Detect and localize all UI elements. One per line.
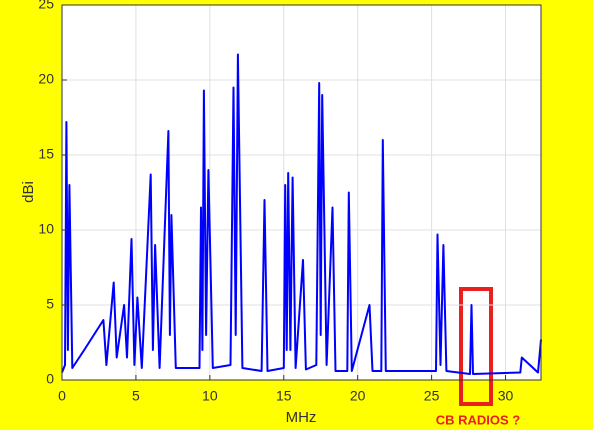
axis-frame [61,4,542,381]
y-tick-label: 0 [46,371,54,387]
y-axis-label: dBi [20,181,37,203]
highlight-box [459,287,493,406]
x-tick-label: 30 [498,388,514,404]
x-tick-label: 10 [202,388,218,404]
x-tick-label: 20 [350,388,366,404]
y-tick-label: 5 [46,296,54,312]
axes: 0 5 10 15 20 25 0 5 10 15 20 25 30 [38,0,542,404]
line-series [61,53,542,375]
y-tick-label: 20 [38,71,54,87]
plot [61,53,542,375]
y-tick-label: 25 [38,0,54,12]
y-tick-label: 15 [38,146,54,162]
x-tick-label: 0 [58,388,66,404]
x-tick-label: 5 [132,388,140,404]
y-tick-label: 10 [38,221,54,237]
annotation: CB RADIOS ? [436,412,521,427]
x-tick-label: 15 [276,388,292,404]
x-tick-label: 25 [424,388,440,404]
x-axis-label: MHz [286,409,317,426]
